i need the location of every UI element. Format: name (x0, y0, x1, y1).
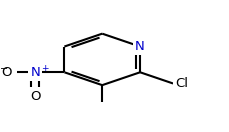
Text: O: O (30, 90, 40, 103)
Text: O: O (1, 66, 12, 79)
Text: N: N (30, 66, 40, 79)
Text: +: + (41, 64, 48, 74)
Text: −: − (0, 64, 8, 74)
Text: Cl: Cl (174, 77, 188, 90)
Text: N: N (135, 40, 144, 53)
